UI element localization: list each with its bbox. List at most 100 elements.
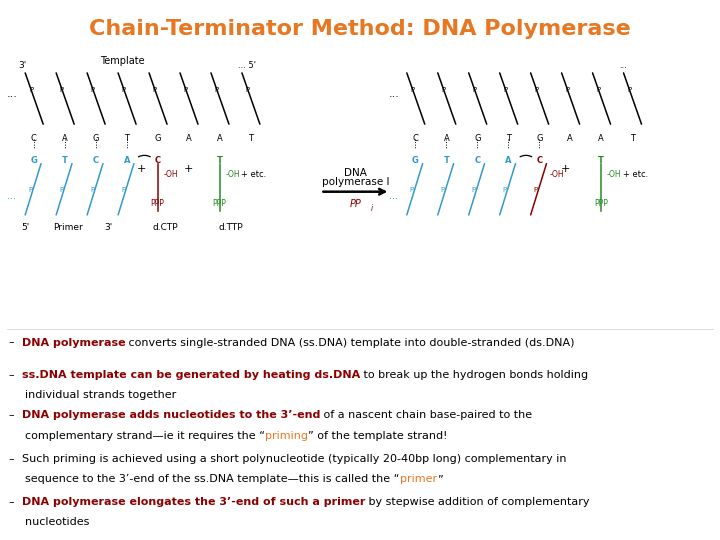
Text: C: C bbox=[31, 134, 37, 143]
Text: P: P bbox=[29, 87, 33, 93]
Text: DNA polymerase adds nucleotides to the 3’-end: DNA polymerase adds nucleotides to the 3… bbox=[22, 410, 320, 421]
Text: +: + bbox=[560, 164, 570, 174]
Text: G: G bbox=[30, 156, 37, 165]
Text: ”: ” bbox=[437, 474, 443, 484]
Text: T: T bbox=[630, 134, 634, 143]
Text: P: P bbox=[410, 87, 415, 93]
Text: T: T bbox=[248, 134, 253, 143]
Text: DNA polymerase elongates the 3’-end of such a primer: DNA polymerase elongates the 3’-end of s… bbox=[22, 497, 365, 507]
Text: complementary strand—ie it requires the “: complementary strand—ie it requires the … bbox=[25, 431, 265, 441]
Text: -OH: -OH bbox=[163, 170, 178, 179]
Text: to break up the hydrogen bonds holding: to break up the hydrogen bonds holding bbox=[360, 370, 588, 380]
Text: PPP: PPP bbox=[212, 199, 226, 208]
Text: Primer: Primer bbox=[53, 223, 84, 232]
Text: P: P bbox=[534, 187, 538, 193]
Text: ...: ... bbox=[389, 89, 400, 99]
Text: T: T bbox=[125, 134, 129, 143]
Text: P: P bbox=[28, 187, 32, 193]
Text: A: A bbox=[217, 134, 222, 143]
Text: nucleotides: nucleotides bbox=[25, 517, 89, 528]
Text: PPP: PPP bbox=[594, 199, 608, 208]
Text: C: C bbox=[474, 156, 480, 165]
Text: A: A bbox=[444, 134, 449, 143]
Text: P: P bbox=[122, 87, 126, 93]
Text: P: P bbox=[627, 87, 631, 93]
Text: P: P bbox=[90, 187, 94, 193]
Text: DNA polymerase: DNA polymerase bbox=[22, 338, 125, 348]
Text: P: P bbox=[441, 87, 446, 93]
Text: 3': 3' bbox=[104, 223, 112, 232]
Text: P: P bbox=[534, 87, 539, 93]
Text: C: C bbox=[93, 156, 99, 165]
Text: PPP: PPP bbox=[150, 199, 164, 208]
Text: T: T bbox=[217, 156, 222, 165]
Text: DNA: DNA bbox=[344, 167, 366, 178]
Text: –: – bbox=[9, 410, 14, 421]
Text: +: + bbox=[137, 164, 147, 174]
Text: C: C bbox=[413, 134, 418, 143]
Text: P: P bbox=[184, 87, 188, 93]
Text: A: A bbox=[598, 134, 604, 143]
Text: P: P bbox=[246, 87, 250, 93]
Text: ...: ... bbox=[389, 191, 397, 201]
Text: by stepwise addition of complementary: by stepwise addition of complementary bbox=[365, 497, 590, 507]
Text: P: P bbox=[565, 87, 570, 93]
Text: C: C bbox=[536, 156, 542, 165]
Text: + etc.: + etc. bbox=[241, 170, 266, 179]
Text: A: A bbox=[567, 134, 573, 143]
Text: -OH: -OH bbox=[550, 170, 564, 179]
Text: G: G bbox=[474, 134, 481, 143]
Text: d.CTP: d.CTP bbox=[153, 223, 179, 232]
Text: P: P bbox=[153, 87, 157, 93]
Text: P: P bbox=[503, 187, 507, 193]
Text: -OH: -OH bbox=[225, 170, 240, 179]
Text: ss.DNA template can be generated by heating ds.DNA: ss.DNA template can be generated by heat… bbox=[22, 370, 360, 380]
Text: T: T bbox=[62, 156, 68, 165]
Text: A: A bbox=[186, 134, 192, 143]
Text: +: + bbox=[184, 164, 194, 174]
Text: A: A bbox=[123, 156, 130, 165]
Text: P: P bbox=[503, 87, 508, 93]
Text: ” of the template strand!: ” of the template strand! bbox=[308, 431, 448, 441]
Text: G: G bbox=[536, 134, 543, 143]
Text: P: P bbox=[472, 187, 476, 193]
Text: + etc.: + etc. bbox=[623, 170, 648, 179]
Text: P: P bbox=[59, 187, 63, 193]
Text: i: i bbox=[371, 204, 372, 213]
Text: ...: ... bbox=[7, 191, 17, 201]
Text: T: T bbox=[506, 134, 510, 143]
Text: G: G bbox=[412, 156, 419, 165]
Text: d.TTP: d.TTP bbox=[218, 223, 243, 232]
Text: 3': 3' bbox=[18, 61, 26, 70]
Text: ...: ... bbox=[7, 89, 18, 99]
Text: P: P bbox=[596, 87, 600, 93]
Text: –: – bbox=[9, 370, 14, 380]
Text: of a nascent chain base-paired to the: of a nascent chain base-paired to the bbox=[320, 410, 532, 421]
Text: ... 5': ... 5' bbox=[238, 61, 256, 70]
Text: P: P bbox=[410, 187, 414, 193]
Text: Chain-Terminator Method: DNA Polymerase: Chain-Terminator Method: DNA Polymerase bbox=[89, 19, 631, 39]
Text: PP: PP bbox=[349, 199, 361, 209]
Text: P: P bbox=[121, 187, 125, 193]
Text: A: A bbox=[505, 156, 512, 165]
Text: T: T bbox=[598, 156, 604, 165]
Text: T: T bbox=[444, 156, 449, 165]
Text: P: P bbox=[472, 87, 477, 93]
Text: A: A bbox=[62, 134, 68, 143]
Text: G: G bbox=[92, 134, 99, 143]
Text: C: C bbox=[155, 156, 161, 165]
Text: P: P bbox=[215, 87, 219, 93]
Text: 5': 5' bbox=[22, 223, 30, 232]
Text: primer: primer bbox=[400, 474, 437, 484]
Text: G: G bbox=[154, 134, 161, 143]
Text: P: P bbox=[60, 87, 64, 93]
Text: P: P bbox=[91, 87, 95, 93]
Text: sequence to the 3’-end of the ss.DNA template—this is called the “: sequence to the 3’-end of the ss.DNA tem… bbox=[25, 474, 400, 484]
Text: individual strands together: individual strands together bbox=[25, 390, 176, 401]
Text: Template: Template bbox=[100, 56, 145, 66]
Text: –: – bbox=[9, 454, 14, 464]
Text: P: P bbox=[441, 187, 445, 193]
Text: ...: ... bbox=[619, 61, 627, 70]
Text: –: – bbox=[9, 338, 14, 348]
Text: Such priming is achieved using a short polynucleotide (typically 20-40bp long) c: Such priming is achieved using a short p… bbox=[22, 454, 566, 464]
